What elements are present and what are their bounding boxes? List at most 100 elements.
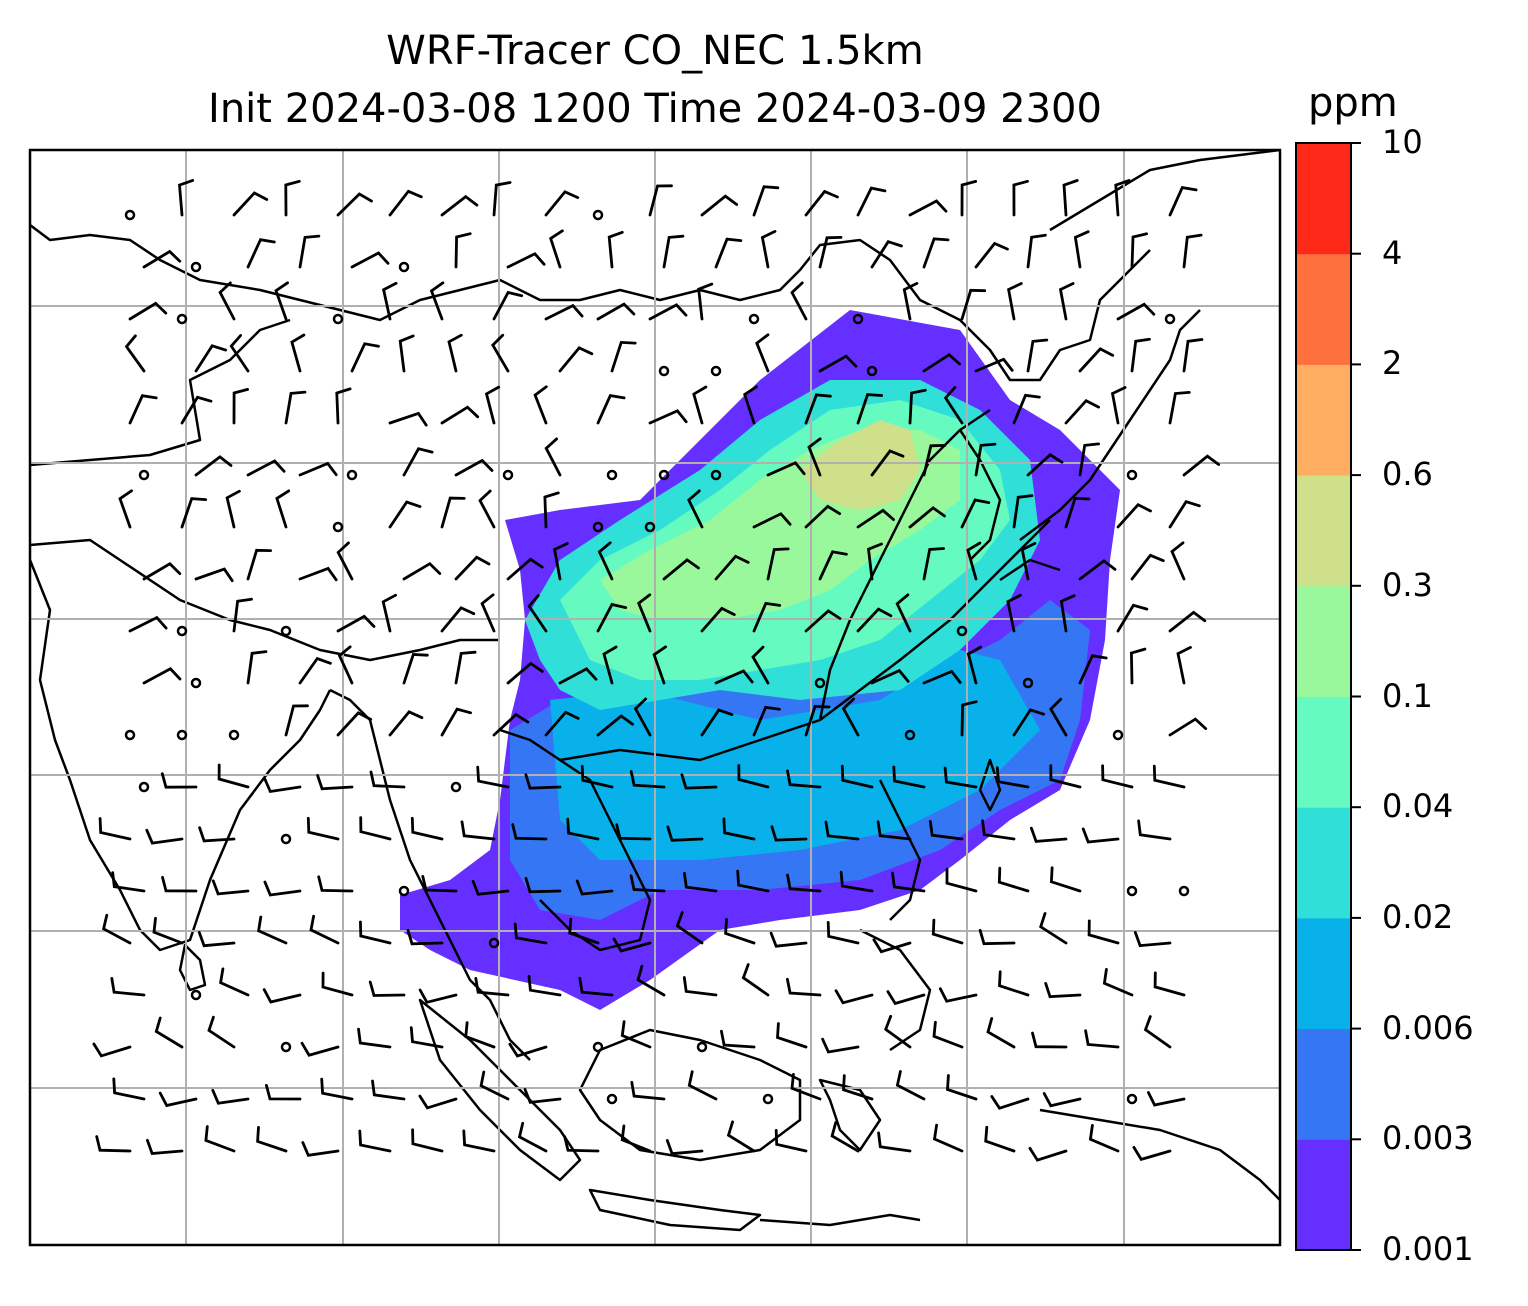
korea-peninsula bbox=[958, 429, 1002, 561]
wind-barb bbox=[1044, 982, 1082, 999]
wind-barb bbox=[474, 977, 510, 997]
wind-barb bbox=[714, 669, 754, 685]
wind-barb bbox=[870, 449, 905, 477]
wind-barb bbox=[290, 333, 306, 373]
wind-barb bbox=[454, 650, 477, 685]
wind-barb bbox=[1081, 827, 1120, 844]
wind-barb bbox=[471, 879, 510, 896]
wind-barb bbox=[111, 871, 146, 893]
wind-barb bbox=[714, 237, 743, 269]
wind-barb bbox=[876, 820, 912, 841]
wind-barb bbox=[870, 240, 903, 269]
wind-barb bbox=[359, 920, 392, 945]
wind-barb bbox=[943, 766, 978, 789]
timor-islands bbox=[759, 1213, 921, 1227]
wind-barb bbox=[92, 1042, 132, 1058]
wind-barb bbox=[895, 593, 912, 633]
calm-wind-marker bbox=[280, 833, 292, 845]
wind-barb bbox=[207, 1015, 236, 1049]
calm-wind-marker bbox=[658, 365, 670, 377]
wind-barb bbox=[301, 1141, 340, 1157]
colorbar-tick-label: 0.3 bbox=[1382, 565, 1433, 604]
taiwan bbox=[978, 758, 1002, 812]
wind-barb bbox=[737, 764, 770, 789]
wind-barb bbox=[440, 606, 476, 633]
wind-barb bbox=[553, 542, 569, 581]
wind-barb bbox=[870, 668, 910, 685]
sulawesi bbox=[818, 1078, 882, 1152]
calm-wind-marker bbox=[814, 677, 826, 689]
wind-barb bbox=[946, 1074, 978, 1101]
wind-barb bbox=[335, 387, 352, 425]
calm-wind-marker bbox=[398, 885, 410, 897]
wind-barb bbox=[1064, 398, 1100, 425]
wind-barb bbox=[478, 489, 496, 529]
wind-barb bbox=[492, 290, 524, 321]
wind-barb bbox=[1059, 594, 1076, 633]
wind-barb bbox=[336, 711, 373, 737]
calm-wind-marker bbox=[658, 469, 670, 481]
wind-barb bbox=[1078, 654, 1108, 685]
wind-barb bbox=[145, 828, 184, 845]
wind-barb bbox=[612, 937, 652, 953]
colorbar-tick-label: 0.6 bbox=[1382, 455, 1433, 494]
calm-wind-marker bbox=[332, 313, 344, 325]
wind-barb bbox=[527, 594, 548, 633]
wind-barb bbox=[219, 967, 250, 997]
philippines-luzon bbox=[878, 779, 922, 921]
plume-band-0.006 bbox=[550, 650, 1040, 860]
japan-honshu bbox=[1019, 309, 1201, 541]
wind-barb bbox=[1182, 454, 1221, 477]
wind-barb bbox=[142, 667, 182, 685]
calm-wind-marker bbox=[644, 521, 656, 533]
coastlines-and-borders bbox=[30, 150, 1280, 1232]
colorbar-tick-label: 0.001 bbox=[1382, 1230, 1474, 1268]
wind-barb bbox=[856, 393, 883, 425]
wind-barb bbox=[997, 866, 1030, 893]
wind-barb bbox=[1042, 1092, 1082, 1108]
java bbox=[588, 1188, 762, 1232]
calm-wind-marker bbox=[488, 937, 500, 949]
wind-barb bbox=[1153, 971, 1186, 997]
colorbar-segment bbox=[1296, 475, 1351, 587]
colorbar-segment bbox=[1296, 585, 1351, 697]
wind-barb bbox=[309, 914, 340, 945]
wind-barb bbox=[421, 875, 458, 893]
plume-band-0.3 bbox=[800, 420, 920, 510]
wind-barb bbox=[629, 874, 666, 893]
wind-barb bbox=[158, 1091, 198, 1108]
calm-wind-marker bbox=[696, 1041, 708, 1053]
wind-barb bbox=[720, 1029, 756, 1049]
wind-barb bbox=[440, 707, 472, 737]
wind-barb bbox=[1006, 593, 1022, 633]
wind-barb bbox=[902, 282, 919, 321]
wind-barb bbox=[388, 710, 424, 737]
wind-barb bbox=[1168, 610, 1207, 633]
wind-barb bbox=[440, 405, 480, 425]
wind-barb bbox=[298, 656, 332, 685]
wind-barb bbox=[1026, 453, 1064, 477]
wind-barb bbox=[884, 1014, 912, 1049]
wind-barb bbox=[755, 333, 770, 373]
wind-barb bbox=[998, 970, 1030, 997]
calm-wind-marker bbox=[592, 521, 604, 533]
wind-barb bbox=[665, 1139, 704, 1156]
wind-barb bbox=[246, 459, 286, 477]
wind-barb bbox=[204, 1125, 236, 1153]
wind-barb bbox=[872, 938, 912, 954]
wind-barb bbox=[839, 870, 874, 893]
india-coast bbox=[30, 559, 332, 952]
wind-barb bbox=[986, 1017, 1016, 1049]
wind-barb bbox=[257, 915, 288, 945]
wind-barb bbox=[460, 820, 496, 841]
calm-wind-marker bbox=[1126, 885, 1138, 897]
wind-barb bbox=[714, 554, 750, 581]
wind-barb bbox=[1116, 502, 1152, 529]
wind-barb bbox=[892, 765, 926, 789]
wind-barb bbox=[336, 614, 376, 633]
wind-barb bbox=[1049, 866, 1082, 893]
wind-barb bbox=[350, 342, 380, 373]
wind-barb bbox=[524, 773, 562, 790]
wind-barb bbox=[692, 385, 708, 425]
wind-barb bbox=[1102, 968, 1134, 997]
